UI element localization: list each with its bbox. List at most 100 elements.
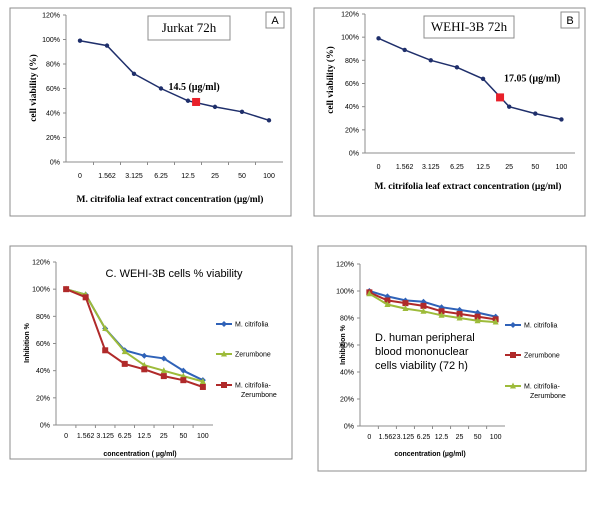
panel-d-x-tick-label: 50 xyxy=(474,434,482,441)
panel-a-ic50-label: 14.5 (µg/ml) xyxy=(168,82,219,93)
panel-d-data-point xyxy=(474,317,481,324)
panel-a-x-tick-label: 3.125 xyxy=(125,173,143,180)
panel-d-series-line-2 xyxy=(368,291,496,321)
panel-d-data-point xyxy=(384,301,391,307)
panel-b-x-tick-label: 0 xyxy=(377,164,381,171)
panel-c-x-tick-label: 0 xyxy=(64,433,68,440)
panel-b-y-tick-label: 20% xyxy=(345,127,359,134)
panel-a-letter: A xyxy=(271,15,279,27)
panel-d-x-tick-label: 100 xyxy=(490,434,502,441)
panel-a-title: Jurkat 72h xyxy=(162,20,217,35)
panel-d-y-tick-label: 120% xyxy=(336,262,354,269)
panel-c-plot: 0% 20% 40% 60% 80% 100% 120% 0 1.562 3.125 6.25 12.… xyxy=(24,260,277,459)
panel-b-title-box xyxy=(423,15,515,39)
panel-a-title-box xyxy=(147,15,231,41)
panel-b-data-point xyxy=(559,117,564,122)
panel-b-y-tick-label: 120% xyxy=(341,12,359,19)
panel-d-legend-label: Zerumbone xyxy=(524,353,560,360)
panel-d-data-point xyxy=(420,302,427,309)
panel-c-legend-label: Zerumbone xyxy=(235,352,271,359)
panel-b-letter: B xyxy=(566,15,573,27)
panel-c-data-point xyxy=(160,355,167,362)
panel-a-y-tick-label: 80% xyxy=(46,62,60,69)
panel-d-title-line-3: cells viability (72 h) xyxy=(375,360,468,372)
panel-c-y-tick-label: 80% xyxy=(36,314,50,321)
panel-d-title-line-2: blood mononuclear xyxy=(375,346,469,358)
panel-b-y-tick-label: 40% xyxy=(345,104,359,111)
panel-d-x-tick-label: 6.25 xyxy=(417,434,431,441)
panel-a-data-point xyxy=(158,86,164,91)
panel-c-data-point xyxy=(102,325,109,332)
panel-c-data-point xyxy=(199,383,206,390)
panel-d-x-tick-label: 1.562 xyxy=(379,434,397,441)
panel-a-data-point xyxy=(104,43,110,48)
panel-c-legend-label: M. citrifolia- xyxy=(235,383,271,390)
panel-b-title: WEHI-3B 72h xyxy=(431,19,508,34)
panel-a-x-tick-label: 50 xyxy=(238,173,246,180)
panel-c-y-tick-label: 100% xyxy=(32,287,50,294)
panel-d-data-point xyxy=(474,313,481,320)
panel-a-data-point xyxy=(77,38,83,43)
panel-d-legend-label: M. citrifolia xyxy=(524,323,558,330)
panel-b-x-axis-label: M. citrifolia leaf extract concentration… xyxy=(375,181,562,192)
panel-c-y-axis-label: Inhibition % xyxy=(24,322,31,362)
panel-d-y-tick-label: 40% xyxy=(340,370,354,377)
panel-a-data-point xyxy=(239,109,245,114)
panel-b-y-axis-label: cell viability (%) xyxy=(325,46,336,114)
panel-d-data-point xyxy=(438,311,445,318)
panel-b-y-tick-label: 80% xyxy=(345,58,359,65)
panel-c-y-tick-label: 120% xyxy=(32,260,50,267)
panel-c-data-point xyxy=(121,348,128,355)
panel-a-data-point xyxy=(185,98,191,103)
panel-a-series-line-1 xyxy=(79,39,270,122)
panel-a-letter-box xyxy=(265,11,285,29)
panel-d-frame xyxy=(317,245,587,472)
panel-c-data-point xyxy=(160,373,167,380)
panel-c-data-point xyxy=(63,286,70,293)
panel-c-legend-label: M. citrifolia xyxy=(235,322,269,329)
panel-b-x-tick-label: 12.5 xyxy=(476,164,490,171)
panel-c-legend-marker xyxy=(221,382,227,388)
panel-a-x-tick-label: 12.5 xyxy=(181,173,195,180)
panel-b-data-point xyxy=(480,76,486,82)
panel-b-data-point xyxy=(402,47,407,53)
panel-d-data-point xyxy=(492,318,499,325)
panel-a-x-axis-label: M. citrifolia leaf extract concentration… xyxy=(77,194,264,205)
panel-c-data-point xyxy=(180,372,187,379)
panel-c-title: C. WEHI-3B cells % viability xyxy=(106,268,243,280)
panel-d-y-tick-label: 0% xyxy=(344,424,354,431)
panel-b-data-point xyxy=(428,58,434,63)
panel-d-data-point xyxy=(420,307,427,314)
panel-a-data-point xyxy=(266,118,272,123)
panel-a-y-tick-label: 100% xyxy=(42,37,60,44)
panel-c-data-point xyxy=(199,378,206,385)
panel-c-x-tick-label: 25 xyxy=(160,433,168,440)
panel-b-y-tick-label: 0% xyxy=(349,151,359,158)
panel-b-frame xyxy=(313,7,586,217)
panel-d-legend-marker xyxy=(510,352,516,358)
panel-b-series-line-1 xyxy=(378,37,562,121)
panel-d-data-point xyxy=(456,314,463,321)
panel-c-y-tick-label: 0% xyxy=(40,423,50,430)
panel-c-frame xyxy=(9,245,293,460)
panel-c-x-tick-label: 6.25 xyxy=(118,433,132,440)
panel-d-y-tick-label: 20% xyxy=(340,397,354,404)
panel-d-data-point xyxy=(456,310,463,317)
panel-d-y-axis-label: Inhibition % xyxy=(340,324,347,364)
panel-c-data-point xyxy=(160,367,167,374)
panel-b-letter-box xyxy=(560,11,580,29)
panel-c-legend-label-cont: Zerumbone xyxy=(241,392,277,399)
panel-b-plot: 0% 20% 40% 60% 80% 100% 120% 0 1.562 3.125 6.25 12.… xyxy=(325,12,575,192)
panel-a-y-axis-label: cell viability (%) xyxy=(28,54,39,122)
panel-c-data-point xyxy=(141,352,148,359)
panel-c-series-line-2 xyxy=(65,288,204,383)
panel-d-x-tick-label: 12.5 xyxy=(435,434,449,441)
panel-b-x-tick-label: 100 xyxy=(556,164,568,171)
panel-d-x-tick-label: 0 xyxy=(367,434,371,441)
panel-d-series-line-3 xyxy=(368,292,496,324)
panel-b-data-point xyxy=(454,65,460,70)
panel-d-y-tick-label: 100% xyxy=(336,289,354,296)
panel-c-data-point xyxy=(180,367,187,374)
panel-d-data-point xyxy=(402,300,409,307)
panel-c-x-tick-label: 100 xyxy=(197,433,209,440)
